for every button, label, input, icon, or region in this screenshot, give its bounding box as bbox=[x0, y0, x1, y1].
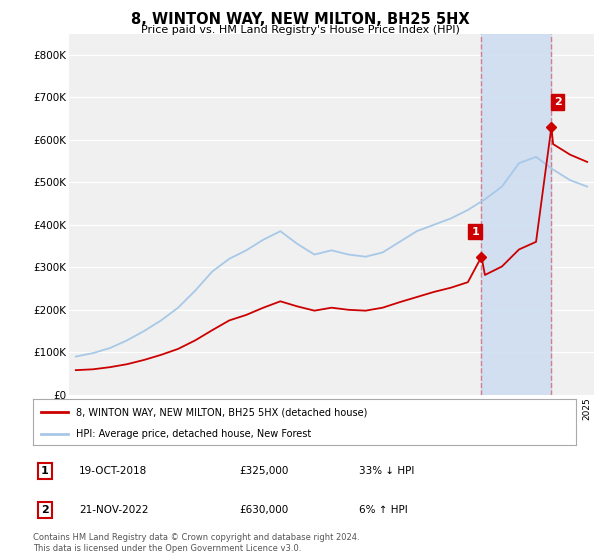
Bar bbox=[481, 34, 551, 395]
Text: 2: 2 bbox=[554, 97, 562, 107]
Text: 6% ↑ HPI: 6% ↑ HPI bbox=[359, 505, 407, 515]
Text: 19-OCT-2018: 19-OCT-2018 bbox=[79, 466, 148, 476]
Text: HPI: Average price, detached house, New Forest: HPI: Average price, detached house, New … bbox=[76, 429, 311, 438]
Text: 21-NOV-2022: 21-NOV-2022 bbox=[79, 505, 149, 515]
Text: 1: 1 bbox=[471, 227, 479, 236]
Text: 8, WINTON WAY, NEW MILTON, BH25 5HX: 8, WINTON WAY, NEW MILTON, BH25 5HX bbox=[131, 12, 469, 27]
Text: £325,000: £325,000 bbox=[239, 466, 289, 476]
Text: 33% ↓ HPI: 33% ↓ HPI bbox=[359, 466, 414, 476]
Text: 8, WINTON WAY, NEW MILTON, BH25 5HX (detached house): 8, WINTON WAY, NEW MILTON, BH25 5HX (det… bbox=[76, 407, 368, 417]
Text: 1: 1 bbox=[41, 466, 49, 476]
Text: Price paid vs. HM Land Registry's House Price Index (HPI): Price paid vs. HM Land Registry's House … bbox=[140, 25, 460, 35]
Text: 2: 2 bbox=[41, 505, 49, 515]
Text: Contains HM Land Registry data © Crown copyright and database right 2024.
This d: Contains HM Land Registry data © Crown c… bbox=[33, 533, 359, 553]
Text: £630,000: £630,000 bbox=[239, 505, 289, 515]
